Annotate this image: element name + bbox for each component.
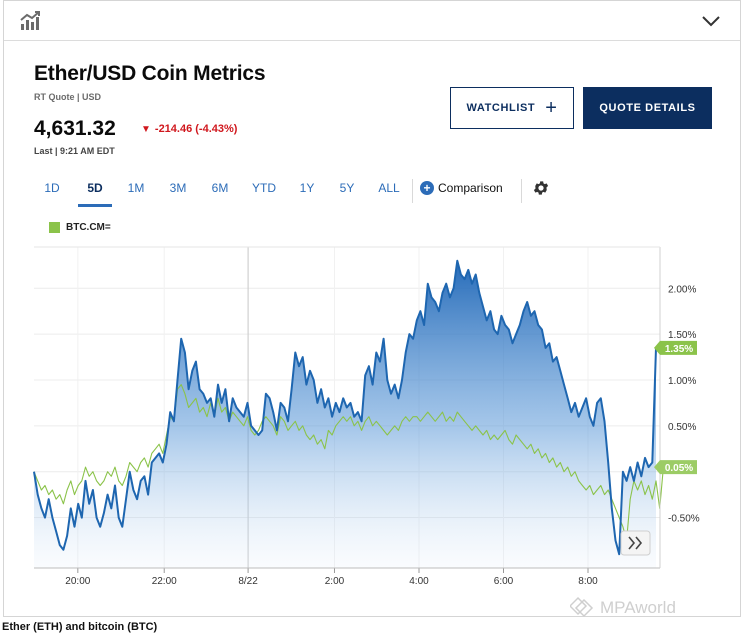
value-badge-label: 0.05% [665, 463, 693, 474]
page-title: Ether/USD Coin Metrics [34, 62, 266, 85]
legend-label: BTC.CM= [66, 222, 111, 233]
btc-line [33, 384, 664, 542]
y-tick-label: 1.00% [668, 376, 696, 387]
value-badge-label: 1.35% [665, 344, 693, 355]
y-tick-label: 1.50% [668, 330, 696, 341]
tab-5y[interactable]: 5Y [339, 181, 355, 195]
chart-caption: Ether (ETH) and bitcoin (BTC) [2, 621, 158, 633]
plus-circle-icon: + [420, 181, 434, 195]
x-tick-label: 20:00 [65, 576, 90, 587]
price-value: 4,631.32 [34, 117, 116, 140]
x-tick-label: 22:00 [152, 576, 177, 587]
y-tick-label: 0.50% [668, 422, 696, 433]
tab-5d[interactable]: 5D [78, 173, 112, 207]
tab-ytd[interactable]: YTD [252, 181, 276, 195]
x-tick-label: 2:00 [325, 576, 345, 587]
last-updated: Last | 9:21 AM EDT [34, 146, 115, 156]
plus-icon: + [545, 97, 558, 119]
watchlist-button[interactable]: WATCHLIST + [450, 87, 574, 129]
tab-divider [521, 179, 522, 203]
price-change: ▼ -214.46 (-4.43%) [141, 123, 237, 135]
watchlist-label: WATCHLIST [466, 102, 536, 114]
value-badge [654, 340, 697, 355]
y-tick-label: -0.50% [668, 514, 700, 525]
down-triangle-icon: ▼ [141, 124, 151, 135]
tab-1y[interactable]: 1Y [299, 181, 315, 195]
quote-subtitle: RT Quote | USD [34, 92, 102, 102]
price-change-value: -214.46 (-4.43%) [154, 123, 238, 135]
top-bar [4, 1, 740, 41]
x-tick-label: 8/22 [238, 576, 258, 587]
eth-area [34, 260, 656, 568]
tab-6m[interactable]: 6M [211, 181, 229, 195]
tab-divider [412, 179, 413, 203]
x-tick-label: 4:00 [409, 576, 429, 587]
watermark-text: MPAworld [600, 598, 676, 617]
tab-all[interactable]: ALL [378, 181, 400, 195]
chart-legend: BTC.CM= [49, 222, 111, 233]
x-tick-label: 6:00 [494, 576, 514, 587]
comparison-label: Comparison [438, 181, 503, 195]
double-chevron-right-icon [628, 536, 636, 550]
watermark: MPAworld [570, 596, 676, 618]
tab-3m[interactable]: 3M [169, 181, 187, 195]
eth-line [33, 259, 657, 556]
scroll-forward-bg[interactable] [620, 530, 651, 556]
comparison-button[interactable]: + Comparison [420, 173, 503, 203]
value-badge [654, 460, 697, 475]
scroll-forward-button[interactable] [620, 530, 651, 556]
legend-swatch [49, 222, 60, 233]
quote-details-button[interactable]: QUOTE DETAILS [583, 87, 712, 129]
bar-chart-trend-icon[interactable] [18, 9, 42, 33]
x-tick-label: 8:00 [578, 576, 598, 587]
tab-1d[interactable]: 1D [44, 181, 60, 195]
tab-1m[interactable]: 1M [127, 181, 145, 195]
chevron-down-icon[interactable] [700, 11, 722, 31]
gear-icon[interactable] [532, 179, 550, 197]
y-tick-label: 2.00% [668, 284, 696, 295]
double-chevron-right-icon [635, 536, 643, 550]
